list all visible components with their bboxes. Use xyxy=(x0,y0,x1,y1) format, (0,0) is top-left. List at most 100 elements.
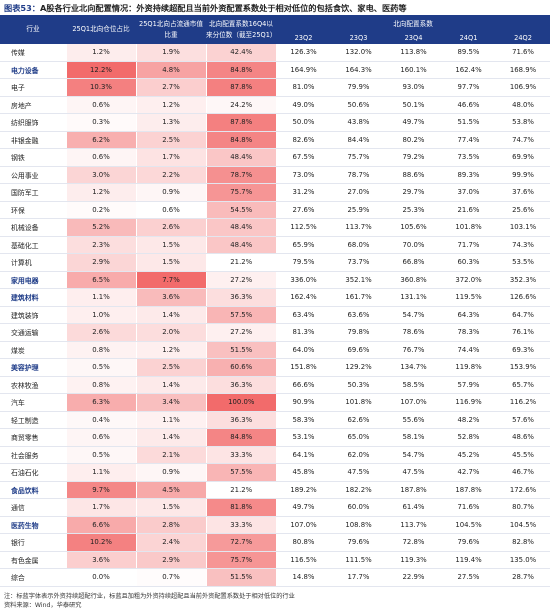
coef-q2-cell: 47.5% xyxy=(331,463,386,482)
coef-q1-cell: 81.3% xyxy=(276,323,331,342)
share-cell: 6.6% xyxy=(65,516,136,534)
industry-cell: 钢铁 xyxy=(0,148,66,167)
mcap-cell: 1.1% xyxy=(135,411,206,429)
percentile-cell: 81.8% xyxy=(205,498,276,517)
share-cell: 1.0% xyxy=(65,306,136,324)
coef-q4-cell: 52.8% xyxy=(441,428,496,447)
header-q2: 23Q3 xyxy=(331,33,386,44)
coef-q4-cell: 89.3% xyxy=(441,166,496,184)
percentile-cell: 78.7% xyxy=(205,166,276,184)
percentile-cell: 36.3% xyxy=(205,288,276,307)
allocation-table: 行业 25Q1北向仓位占比 25Q1北向占流通市值比重 北向配置系数16Q4以来… xyxy=(0,15,550,587)
table-row: 电子 10.3% 2.7% 87.8% 81.0% 79.9% 93.0% 97.7% 106.… xyxy=(0,78,550,97)
coef-q1-cell: 164.9% xyxy=(276,61,331,79)
table-row: 国防军工 1.2% 0.9% 75.7% 31.2% 27.0% 29.7% 37.0% 37.… xyxy=(0,183,550,202)
coef-q5-cell: 104.5% xyxy=(496,516,550,534)
coef-q3-cell: 113.7% xyxy=(386,516,441,534)
coef-q5-cell: 53.8% xyxy=(496,113,550,132)
mcap-cell: 0.9% xyxy=(135,463,206,482)
coef-q1-cell: 45.8% xyxy=(276,463,331,482)
mcap-cell: 1.9% xyxy=(135,44,206,62)
coef-q4-cell: 89.5% xyxy=(441,44,496,62)
share-cell: 2.3% xyxy=(65,236,136,254)
coef-q1-cell: 73.0% xyxy=(276,166,331,184)
mcap-cell: 1.5% xyxy=(135,236,206,254)
coef-q2-cell: 75.7% xyxy=(331,148,386,167)
coef-q5-cell: 74.7% xyxy=(496,131,550,149)
coef-q4-cell: 101.8% xyxy=(441,218,496,237)
coef-q4-cell: 162.4% xyxy=(441,61,496,79)
mcap-cell: 1.2% xyxy=(135,341,206,359)
coef-q3-cell: 360.8% xyxy=(386,271,441,289)
share-cell: 0.0% xyxy=(65,568,136,587)
industry-cell: 石油石化 xyxy=(0,463,66,482)
coef-q3-cell: 55.6% xyxy=(386,411,441,429)
percentile-cell: 57.5% xyxy=(205,463,276,482)
percentile-cell: 48.4% xyxy=(205,236,276,254)
coef-q3-cell: 105.6% xyxy=(386,218,441,237)
coef-q1-cell: 82.6% xyxy=(276,131,331,149)
percentile-cell: 84.8% xyxy=(205,61,276,79)
header-q4: 24Q1 xyxy=(441,33,496,44)
coef-q2-cell: 60.0% xyxy=(331,498,386,517)
coef-q2-cell: 164.3% xyxy=(331,61,386,79)
header-percentile: 北向配置系数16Q4以来分位数（截至25Q1） xyxy=(206,15,277,44)
industry-cell: 有色金属 xyxy=(0,551,66,569)
coef-q2-cell: 101.8% xyxy=(331,393,386,412)
coef-q3-cell: 78.6% xyxy=(386,323,441,342)
mcap-cell: 0.6% xyxy=(135,201,206,219)
industry-cell: 电力设备 xyxy=(0,61,66,79)
share-cell: 6.3% xyxy=(65,393,136,412)
percentile-cell: 87.8% xyxy=(205,113,276,132)
coef-q5-cell: 71.6% xyxy=(496,44,550,62)
mcap-cell: 0.7% xyxy=(135,568,206,587)
coef-q2-cell: 79.8% xyxy=(331,323,386,342)
coef-q1-cell: 336.0% xyxy=(276,271,331,289)
mcap-cell: 1.3% xyxy=(135,113,206,132)
coef-q3-cell: 58.1% xyxy=(386,428,441,447)
industry-cell: 煤炭 xyxy=(0,341,66,359)
coef-q3-cell: 54.7% xyxy=(386,306,441,324)
industry-cell: 美容护理 xyxy=(0,358,66,377)
mcap-cell: 2.6% xyxy=(135,218,206,237)
percentile-cell: 57.5% xyxy=(205,306,276,324)
coef-q1-cell: 112.5% xyxy=(276,218,331,237)
header-q3: 23Q4 xyxy=(386,33,441,44)
share-cell: 3.6% xyxy=(65,551,136,569)
table-row: 建筑装饰 1.0% 1.4% 57.5% 63.4% 63.6% 54.7% 64.3% 64.… xyxy=(0,306,550,324)
coef-q5-cell: 153.9% xyxy=(496,358,550,377)
mcap-cell: 7.7% xyxy=(135,271,206,289)
share-cell: 0.3% xyxy=(65,113,136,132)
percentile-cell: 48.4% xyxy=(205,148,276,167)
table-row: 医药生物 6.6% 2.8% 33.3% 107.0% 108.8% 113.7% 104.5… xyxy=(0,516,550,534)
coef-q2-cell: 113.7% xyxy=(331,218,386,237)
coef-q3-cell: 54.7% xyxy=(386,446,441,464)
coef-q1-cell: 53.1% xyxy=(276,428,331,447)
share-cell: 10.3% xyxy=(65,78,136,97)
coef-q4-cell: 64.3% xyxy=(441,306,496,324)
mcap-cell: 1.5% xyxy=(135,498,206,517)
percentile-cell: 33.3% xyxy=(205,446,276,464)
coef-q4-cell: 71.6% xyxy=(441,498,496,517)
coef-q2-cell: 78.7% xyxy=(331,166,386,184)
coef-q5-cell: 106.9% xyxy=(496,78,550,97)
industry-cell: 家用电器 xyxy=(0,271,66,289)
coef-q3-cell: 58.5% xyxy=(386,376,441,394)
coef-q3-cell: 76.7% xyxy=(386,341,441,359)
percentile-cell: 36.3% xyxy=(205,376,276,394)
coef-q3-cell: 47.5% xyxy=(386,463,441,482)
coef-q4-cell: 119.8% xyxy=(441,358,496,377)
industry-cell: 通信 xyxy=(0,498,66,517)
coef-q4-cell: 42.7% xyxy=(441,463,496,482)
coef-q1-cell: 126.3% xyxy=(276,44,331,62)
industry-cell: 建筑材料 xyxy=(0,288,66,307)
percentile-cell: 27.2% xyxy=(205,323,276,342)
coef-q2-cell: 79.9% xyxy=(331,78,386,97)
coef-q3-cell: 22.9% xyxy=(386,568,441,587)
industry-cell: 环保 xyxy=(0,201,66,219)
coef-q1-cell: 49.0% xyxy=(276,96,331,114)
coef-q1-cell: 189.2% xyxy=(276,481,331,499)
coef-q1-cell: 58.3% xyxy=(276,411,331,429)
coef-q2-cell: 111.5% xyxy=(331,551,386,569)
industry-cell: 医药生物 xyxy=(0,516,66,534)
